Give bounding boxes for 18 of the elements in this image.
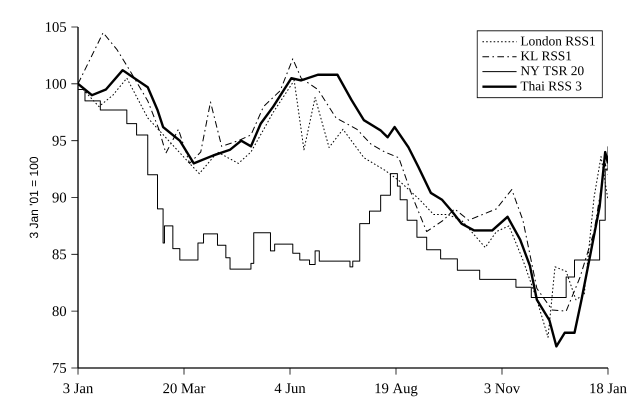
y-tick-label: 100	[46, 78, 66, 89]
y-axis-title: 3 Jan '01 = 100	[30, 156, 38, 238]
x-tick-label: 3 Jan	[63, 383, 94, 394]
x-tick-label: 4 Jun	[274, 383, 306, 394]
x-tick-label: 18 Jan	[590, 383, 627, 394]
x-tick-label: 19 Aug	[376, 383, 418, 396]
legend-label: NY TSR 20	[520, 66, 584, 76]
y-tick-label: 80	[52, 306, 66, 316]
y-tick-label: 95	[52, 136, 66, 146]
y-tick-label: 75	[52, 363, 66, 373]
x-tick-label: 20 Mar	[163, 383, 206, 394]
y-tick-label: 85	[52, 249, 66, 260]
legend-label: London RSS1	[520, 36, 595, 46]
legend-label: Thai RSS 3	[520, 81, 582, 90]
y-tick-label: 90	[52, 192, 66, 202]
legend-label: KL RSS1	[520, 51, 572, 60]
y-tick-label: 105	[46, 22, 66, 32]
x-tick-label: 3 Nov	[484, 383, 520, 394]
